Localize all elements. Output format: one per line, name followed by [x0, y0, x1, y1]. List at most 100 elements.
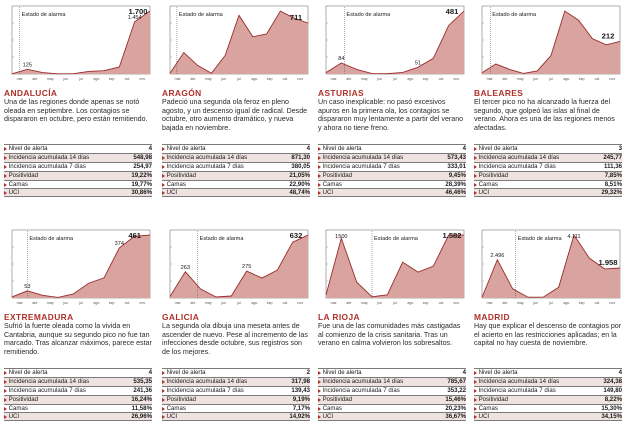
stat-value: 324,38	[603, 378, 622, 386]
arrow-icon	[4, 414, 7, 419]
stats-row: Camas 11,58%	[4, 403, 152, 413]
month-tick-label: mar	[175, 77, 182, 81]
region-panel: mar abr may jun jul ago sep oct nov Estado de ala…	[162, 226, 310, 446]
stat-value: 573,43	[447, 154, 466, 162]
stat-label-text: Incidencia acumulada 14 días	[478, 154, 560, 162]
month-tick-label: abr	[502, 301, 508, 305]
incidence-area	[326, 11, 464, 74]
month-tick-label: ago	[563, 77, 569, 81]
stat-value: 333,01	[447, 163, 466, 171]
arrow-icon	[318, 173, 321, 178]
stats-row: UCI 14,92%	[162, 412, 310, 422]
month-tick-label: mar	[17, 301, 24, 305]
stat-label-text: Incidencia acumulada 7 días	[322, 163, 400, 171]
month-tick-label: abr	[32, 301, 38, 305]
stat-label: Camas	[474, 181, 498, 188]
stat-value: 4	[148, 145, 152, 153]
alarm-annotation: Estado de alarma	[492, 12, 537, 18]
chart-svg: mar abr may jun jul ago sep oct nov Estado de ala…	[481, 229, 621, 305]
stats-row: Camas 28,39%	[318, 179, 466, 189]
alarm-annotation: Estado de alarma	[346, 12, 391, 18]
stats-row: Nivel de alerta 2	[162, 368, 310, 377]
incidence-line	[325, 234, 465, 298]
arrow-icon	[4, 155, 7, 160]
stat-label-text: Camas	[478, 405, 498, 412]
stats-table: Nivel de alerta 4 Incidencia acumulada 14 …	[318, 368, 466, 422]
stat-label-text: Incidencia acumulada 14 días	[322, 378, 404, 386]
stat-label-text: Incidencia acumulada 7 días	[166, 163, 244, 171]
stat-value: 16,24%	[131, 396, 152, 404]
stat-value: 245,77	[603, 154, 622, 162]
alarm-annotation: Estado de alarma	[29, 236, 74, 242]
arrow-icon	[4, 370, 7, 375]
month-tick-label: oct	[595, 301, 600, 305]
month-tick-label: jul	[392, 77, 397, 81]
stat-label: Incidencia acumulada 7 días	[162, 163, 244, 170]
data-label: 1.958	[598, 258, 617, 267]
stat-label: Incidencia acumulada 7 días	[474, 163, 556, 170]
stats-row: Nivel de alerta 4	[318, 368, 466, 377]
stats-row: Incidencia acumulada 7 días 139,43	[162, 385, 310, 395]
incidence-line	[325, 10, 465, 75]
stat-label-text: Nivel de alerta	[478, 369, 518, 377]
month-tick-label: abr	[502, 77, 508, 81]
stats-row: Incidencia acumulada 7 días 380,05	[162, 161, 310, 171]
region-panel: mar abr may jun jul ago sep oct nov Estado de ala…	[4, 226, 152, 446]
incidence-line	[11, 234, 151, 298]
data-label: 2.496	[490, 253, 504, 259]
stats-row: Incidencia acumulada 14 días 317,98	[162, 376, 310, 386]
arrow-icon	[4, 379, 7, 384]
stat-value: 380,05	[291, 163, 310, 171]
stat-value: 28,39%	[445, 181, 466, 188]
month-tick-label: jul	[548, 77, 553, 81]
stat-label: Nivel de alerta	[474, 145, 518, 152]
alarm-annotation: Estado de alarma	[518, 236, 563, 242]
month-tick-label: jun	[62, 77, 68, 81]
month-tick-label: ago	[563, 301, 569, 305]
month-tick-label: may	[205, 77, 212, 81]
stat-value: 254,97	[133, 163, 152, 171]
chart-svg: mar abr may jun jul ago sep oct nov Estado de ala…	[169, 5, 309, 81]
region-description: Padeció una segunda ola feroz en pleno a…	[162, 98, 308, 133]
chart-svg: mar abr may jun jul ago sep oct nov Estado de ala…	[11, 5, 151, 81]
month-tick-label: jun	[532, 301, 538, 305]
stat-label-text: Camas	[166, 405, 186, 412]
stat-value: 46,46%	[445, 189, 466, 197]
arrow-icon	[474, 406, 477, 411]
stats-row: Nivel de alerta 4	[318, 144, 466, 153]
month-tick-label: nov	[453, 77, 459, 81]
region-title: BALEARES	[474, 88, 524, 98]
stat-label-text: Nivel de alerta	[166, 369, 206, 377]
alarm-annotation: Estado de alarma	[374, 236, 419, 242]
stat-label: Nivel de alerta	[162, 145, 206, 152]
arrow-icon	[318, 164, 321, 169]
stat-label-text: Incidencia acumulada 7 días	[478, 387, 556, 395]
month-tick-label: nov	[139, 77, 145, 81]
stat-value: 34,15%	[601, 413, 622, 421]
data-label: 125	[23, 62, 32, 68]
region-title: ASTURIAS	[318, 88, 365, 98]
stat-label-text: Positividad	[166, 396, 197, 404]
arrow-icon	[474, 182, 477, 187]
stat-value: 8,22%	[604, 396, 622, 404]
arrow-icon	[318, 379, 321, 384]
data-label: 51	[415, 60, 421, 66]
region-description: Fue una de las comunidades más castigada…	[318, 322, 461, 348]
stat-value: 48,74%	[289, 189, 310, 197]
stats-table: Nivel de alerta 2 Incidencia acumulada 14 …	[162, 368, 310, 422]
stat-value: 26,96%	[131, 413, 152, 421]
month-tick-label: ago	[93, 77, 99, 81]
month-tick-label: nov	[453, 301, 459, 305]
stat-label-text: Nivel de alerta	[8, 145, 48, 153]
month-tick-label: nov	[297, 301, 303, 305]
stat-value: 535,35	[133, 378, 152, 386]
month-tick-label: oct	[125, 77, 130, 81]
stats-row: Positividad 9,45%	[318, 170, 466, 180]
stats-row: Incidencia acumulada 14 días 324,38	[474, 376, 622, 386]
month-tick-label: sep	[423, 301, 429, 305]
month-tick-label: oct	[439, 301, 444, 305]
month-tick-label: mar	[175, 301, 182, 305]
month-tick-label: jul	[236, 301, 241, 305]
alarm-annotation: Estado de alarma	[179, 12, 224, 18]
stat-label: UCI	[162, 189, 177, 196]
